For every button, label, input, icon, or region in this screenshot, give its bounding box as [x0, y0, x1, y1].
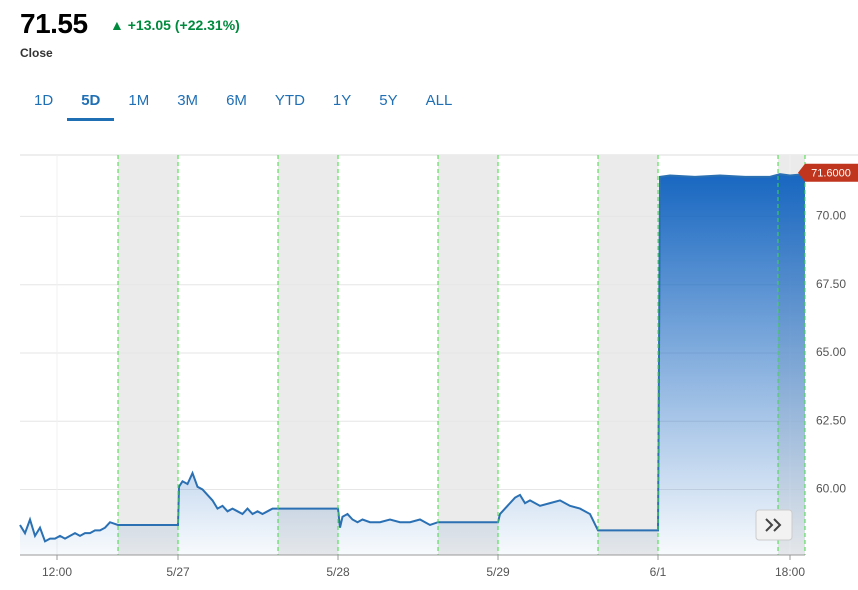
x-tick-label: 12:00	[42, 565, 72, 579]
x-tick-label: 6/1	[650, 565, 667, 579]
closed-period	[118, 155, 178, 555]
scroll-button-bg[interactable]	[755, 509, 793, 541]
range-tab[interactable]: ALL	[425, 92, 453, 109]
closed-period	[278, 155, 338, 555]
data-layer	[19, 173, 806, 556]
scroll-button[interactable]	[755, 509, 793, 541]
range-tab[interactable]: 1D	[34, 92, 54, 109]
x-tick-label: 5/29	[486, 565, 510, 579]
range-tab[interactable]: 1Y	[332, 92, 352, 109]
y-tick-label: 62.50	[816, 413, 846, 427]
last-price-label: 71.6000	[811, 168, 851, 180]
y-tick-label: 65.00	[816, 345, 846, 359]
price-change: ▲ +13.05 (+22.31%)	[110, 17, 240, 33]
price: 71.55	[20, 8, 88, 39]
up-arrow: ▲	[110, 17, 128, 33]
x-tick-label: 5/27	[166, 565, 190, 579]
range-tab[interactable]: 5D	[67, 88, 115, 121]
y-tick-label: 60.00	[816, 482, 846, 496]
scroll-icon[interactable]	[765, 518, 782, 532]
x-tick-label: 5/28	[326, 565, 350, 579]
closed-period	[438, 155, 498, 555]
range-tab[interactable]: 3M	[177, 92, 199, 109]
range-tab[interactable]: 5Y	[379, 92, 398, 109]
range-tab[interactable]: YTD	[274, 92, 305, 109]
price-line	[19, 173, 806, 543]
change-text: +13.05 (+22.31%)	[127, 17, 240, 33]
axis-layer: 60.00 62.50 65.00 67.50 70.00 12:00 5/27 5/28 5/…	[20, 155, 858, 579]
y-tick-label: 67.50	[816, 277, 846, 291]
range-tab[interactable]: 6M	[226, 92, 247, 109]
closed-period	[598, 155, 658, 555]
market-status: Close	[20, 46, 53, 60]
x-tick-label: 18:00	[775, 565, 805, 579]
area	[20, 174, 805, 556]
last-price-badge	[798, 163, 858, 182]
range-tab[interactable]: 1M	[128, 92, 150, 109]
y-tick-label: 70.00	[816, 209, 846, 223]
range-tabs: 1D 5D 1M 3M 6M YTD 1Y 5Y ALL	[20, 88, 466, 121]
